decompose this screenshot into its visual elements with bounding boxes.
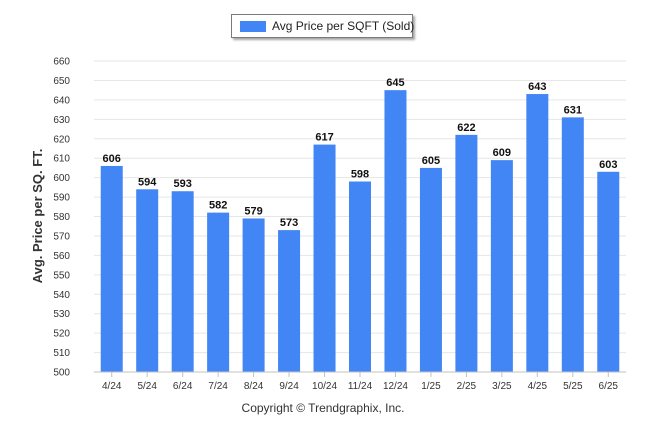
legend: Avg Price per SQFT (Sold) [231, 14, 415, 38]
y-tick-label: 610 [53, 154, 70, 165]
y-tick-label: 550 [53, 270, 70, 281]
legend-label: Avg Price per SQFT (Sold) [272, 19, 415, 33]
data-label: 594 [138, 176, 157, 188]
y-tick-label: 510 [53, 348, 70, 359]
data-label: 622 [457, 122, 475, 134]
y-tick-label: 620 [53, 134, 70, 145]
bar [490, 160, 513, 372]
y-tick-label: 580 [53, 212, 70, 223]
y-axis-ticks: 500 510 520 530 540 550 560 570 580 590 600 610 620 6… [53, 57, 70, 379]
bar [561, 117, 584, 373]
x-tick-label: 10/24 [312, 381, 337, 392]
bar [242, 218, 265, 372]
x-tick-label: 8/24 [244, 381, 264, 392]
data-label: 606 [103, 153, 121, 165]
x-tick-label: 9/24 [279, 381, 299, 392]
copyright-footer: Copyright © Trendgraphix, Inc. [241, 401, 405, 415]
y-tick-label: 630 [53, 115, 70, 126]
x-tick-label: 1/25 [421, 381, 441, 392]
bar [526, 94, 549, 372]
x-tick-label: 4/25 [528, 381, 548, 392]
bar [313, 144, 336, 372]
x-axis-ticks: 4/24 5/24 6/24 7/24 8/24 9/24 10/24 11/24 12/24 1… [102, 372, 618, 392]
data-label: 573 [280, 217, 298, 229]
data-label: 593 [173, 178, 191, 190]
bar [349, 181, 371, 372]
x-tick-label: 12/24 [383, 381, 408, 392]
data-label: 617 [315, 132, 333, 144]
x-tick-label: 5/25 [563, 381, 583, 392]
y-axis-title: Avg. Price per SQ. FT. [30, 149, 45, 284]
y-tick-label: 570 [53, 231, 70, 242]
x-tick-label: 6/25 [599, 381, 619, 392]
x-tick-label: 6/24 [173, 381, 193, 392]
y-tick-label: 640 [53, 95, 70, 106]
x-tick-label: 5/24 [137, 381, 157, 392]
data-label: 582 [209, 200, 227, 212]
x-tick-label: 11/24 [348, 381, 373, 392]
data-label: 605 [422, 155, 440, 167]
data-label: 609 [493, 147, 511, 159]
legend-swatch [240, 21, 266, 32]
data-label: 598 [351, 169, 369, 181]
y-tick-label: 530 [53, 309, 70, 320]
data-label: 603 [599, 159, 617, 171]
data-label: 579 [244, 205, 262, 217]
y-tick-label: 560 [53, 251, 70, 262]
x-tick-label: 7/24 [208, 381, 228, 392]
bar [136, 189, 159, 372]
y-tick-label: 520 [53, 329, 70, 340]
data-label: 645 [386, 77, 404, 89]
x-tick-label: 2/25 [457, 381, 477, 392]
y-tick-label: 590 [53, 193, 70, 204]
bars: 606 594 593 582 579 573 617 598 645 605 622 609 643 6… [100, 77, 620, 373]
bar [207, 212, 230, 372]
x-tick-label: 3/25 [492, 381, 512, 392]
y-tick-label: 540 [53, 290, 70, 301]
y-tick-label: 650 [53, 76, 70, 87]
bar [278, 230, 301, 372]
y-tick-label: 600 [53, 173, 70, 184]
bar [171, 191, 194, 372]
bar [419, 167, 442, 372]
y-tick-label: 500 [53, 368, 70, 379]
data-label: 643 [528, 81, 546, 93]
bar [100, 165, 123, 372]
data-label: 631 [564, 104, 582, 116]
bar [597, 171, 620, 372]
bar [384, 90, 407, 372]
x-tick-label: 4/24 [102, 381, 122, 392]
bar [455, 134, 478, 372]
y-tick-label: 660 [53, 57, 70, 68]
